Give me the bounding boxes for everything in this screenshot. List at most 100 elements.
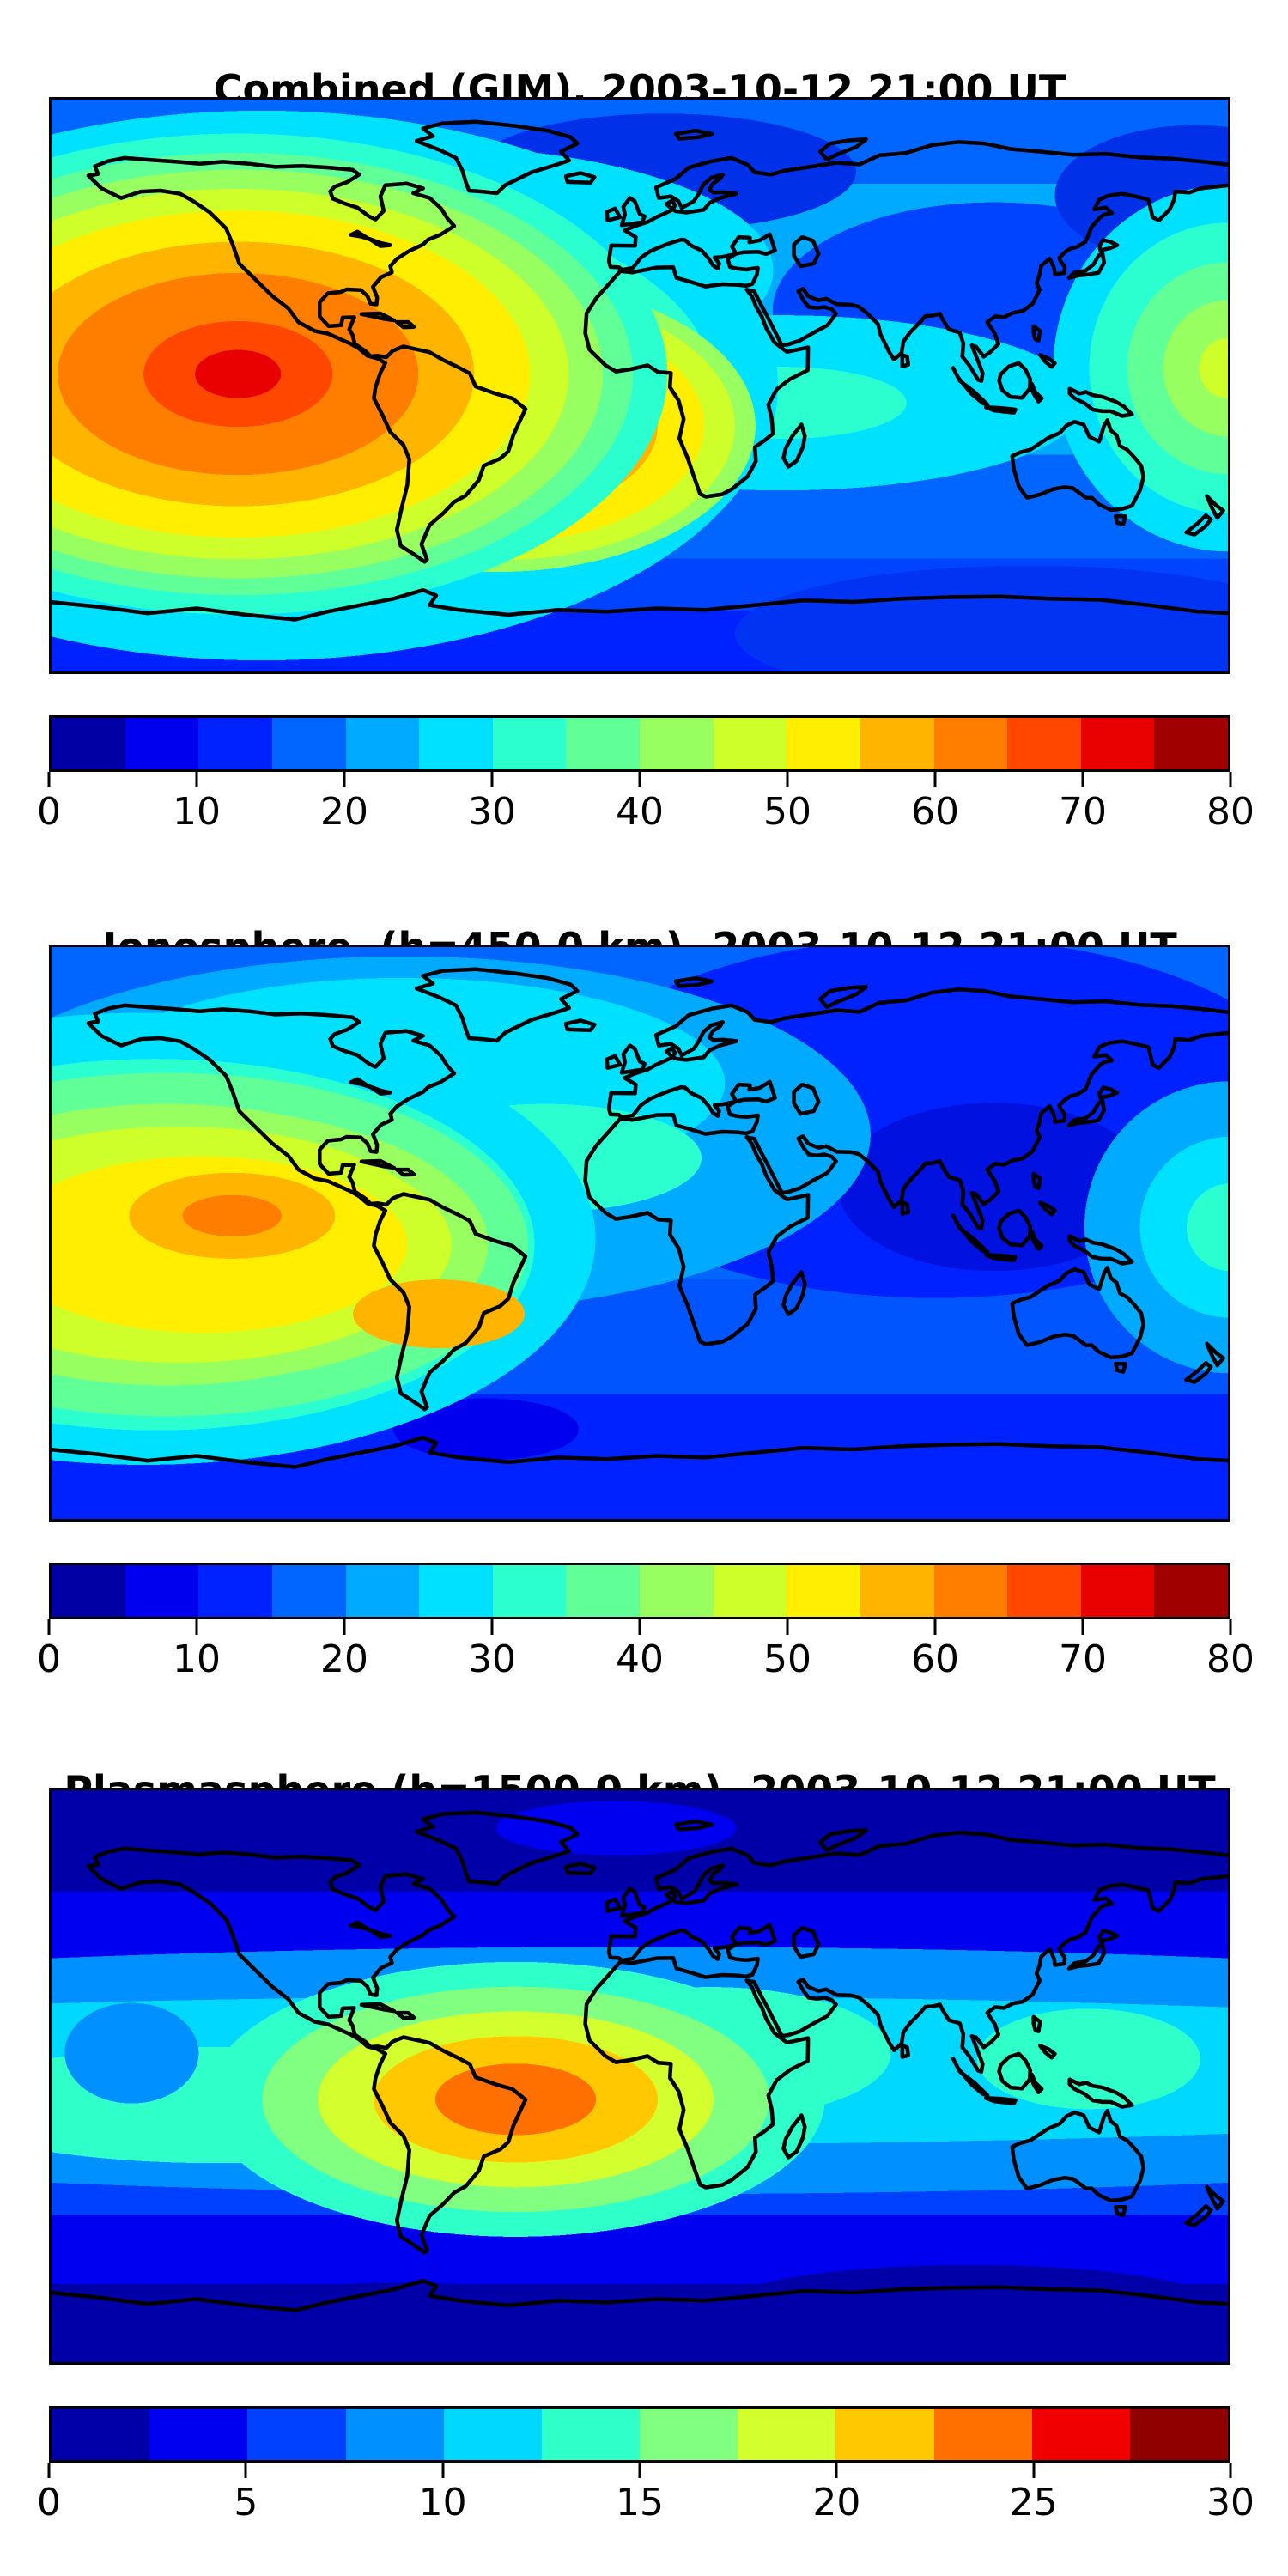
coastline-path bbox=[359, 311, 397, 323]
colorbar-segment bbox=[1154, 1565, 1228, 1617]
colorbar-segment bbox=[1080, 718, 1155, 769]
colorbar-tick-mark bbox=[933, 1619, 937, 1635]
coastline-path bbox=[983, 1253, 1018, 1262]
coastline-path bbox=[1066, 1941, 1107, 1971]
colorbar-tick-label: 0 bbox=[37, 1637, 61, 1681]
map-plasmasphere bbox=[49, 1788, 1230, 2365]
coastline-path bbox=[1031, 324, 1042, 343]
coastline-path bbox=[583, 1831, 1228, 2190]
colorbar-tick-label: 10 bbox=[173, 1637, 221, 1681]
colorbar-tick-mark bbox=[786, 1619, 789, 1635]
colorbar-tick-mark bbox=[638, 1619, 641, 1635]
coastline-path bbox=[563, 1018, 597, 1032]
colorbar-tick-mark bbox=[195, 772, 198, 787]
coastline-path bbox=[1205, 494, 1225, 520]
colorbar-segment bbox=[419, 1565, 493, 1617]
colorbar-tick-mark bbox=[244, 2463, 247, 2478]
colorbar-segment bbox=[713, 1565, 787, 1617]
coastline-path bbox=[1184, 2203, 1213, 2227]
colorbar-tick-label: 80 bbox=[1206, 790, 1255, 834]
colorbar-segment bbox=[247, 2409, 346, 2460]
colorbar-tick-mark bbox=[490, 772, 494, 787]
colorbar-tick-label: 20 bbox=[812, 2481, 861, 2524]
colorbar-tick-mark bbox=[47, 1619, 51, 1635]
coastline-path bbox=[1067, 386, 1134, 418]
coastline-path bbox=[817, 137, 868, 162]
colorbar-tick-label: 30 bbox=[1206, 2481, 1255, 2524]
colorbar-tick-label: 15 bbox=[616, 2481, 664, 2524]
coastline-path bbox=[414, 119, 580, 196]
colorbar-tick-mark bbox=[47, 772, 51, 787]
colorbar-tick-mark bbox=[638, 2463, 641, 2478]
colorbar-segment bbox=[198, 1565, 272, 1617]
coastline-path bbox=[1066, 1098, 1107, 1127]
coastline-path bbox=[414, 967, 580, 1043]
panel-ionosphere: Ionosphere (h=450.0 km), 2003-10-12 21:0… bbox=[0, 848, 1288, 1693]
coastline-path bbox=[983, 2096, 1018, 2105]
coastline-path bbox=[86, 1003, 528, 1412]
colorbar-tick-mark bbox=[47, 2463, 51, 2478]
coastline-path bbox=[1205, 1341, 1225, 1368]
colorbar-tick-mark bbox=[343, 772, 346, 787]
colorbar-segment bbox=[1031, 2409, 1130, 2460]
coastline-path bbox=[900, 353, 910, 368]
coastline-path bbox=[951, 1213, 990, 1255]
colorbar-segment bbox=[52, 718, 125, 769]
coastline-path bbox=[1113, 514, 1127, 526]
coastline-path bbox=[1010, 1266, 1145, 1360]
coastline-path bbox=[394, 1167, 416, 1177]
coastline-path bbox=[997, 361, 1033, 400]
colorbar-tick-mark bbox=[638, 772, 641, 787]
colorbar-segment bbox=[345, 1565, 420, 1617]
coastline-path bbox=[1028, 1229, 1044, 1251]
colorbar-tick-mark bbox=[1229, 772, 1232, 787]
coastline-path bbox=[781, 2113, 807, 2160]
colorbar-segment bbox=[345, 2409, 444, 2460]
coastline-path bbox=[792, 1925, 821, 1959]
coastline-path bbox=[792, 234, 821, 269]
colorbar-tick-mark bbox=[1229, 2463, 1232, 2478]
colorbar-combined bbox=[49, 715, 1230, 772]
colorbar-segment bbox=[492, 718, 567, 769]
coastline-path bbox=[605, 1897, 623, 1913]
coastline-path bbox=[1067, 1234, 1134, 1266]
colorbar-tick-mark bbox=[1081, 772, 1084, 787]
coastline-path bbox=[563, 1862, 597, 1875]
panel-combined-gim: Combined (GIM), 2003-10-12 21:00 UT 0 10 2… bbox=[0, 0, 1288, 846]
colorbar-tick-label: 40 bbox=[616, 790, 664, 834]
colorbar-segment bbox=[443, 2409, 542, 2460]
colorbar-segment bbox=[52, 1565, 125, 1617]
colorbar-segment bbox=[860, 1565, 934, 1617]
colorbar-segment bbox=[787, 1565, 860, 1617]
coastline-path bbox=[1028, 381, 1044, 404]
colorbar-plasmasphere bbox=[49, 2406, 1230, 2463]
colorbar-tick-mark bbox=[835, 2463, 838, 2478]
coastline-path bbox=[1184, 1360, 1213, 1384]
coastline-path bbox=[1038, 353, 1057, 369]
coastline-path bbox=[781, 422, 807, 469]
coastline-path bbox=[1038, 2044, 1057, 2060]
colorbar-tick-label: 10 bbox=[173, 790, 221, 834]
coastline-path bbox=[673, 128, 714, 141]
map-ionosphere bbox=[49, 945, 1230, 1522]
colorbar-ticks-ionosphere: 0 10 20 30 40 50 60 70 80 bbox=[37, 1619, 1255, 1693]
colorbar-segment bbox=[835, 2409, 934, 2460]
colorbar-segment bbox=[933, 718, 1008, 769]
coastline-path bbox=[1113, 2205, 1127, 2217]
colorbar-segment bbox=[125, 1565, 199, 1617]
colorbar-segment bbox=[149, 2409, 248, 2460]
colorbar-segment bbox=[933, 2409, 1032, 2460]
colorbar-tick-label: 80 bbox=[1206, 1637, 1255, 1681]
coastline-path bbox=[1066, 251, 1107, 280]
colorbar-tick-mark bbox=[1229, 1619, 1232, 1635]
colorbar-tick-label: 40 bbox=[616, 1637, 664, 1681]
colorbar-tick-label: 20 bbox=[320, 1637, 368, 1681]
coastline-path bbox=[349, 1920, 392, 1939]
colorbar-tick-label: 30 bbox=[468, 1637, 516, 1681]
colorbar-tick-label: 0 bbox=[37, 790, 61, 834]
colorbar-tick-label: 0 bbox=[37, 2481, 61, 2524]
colorbar-tick-label: 50 bbox=[763, 790, 811, 834]
colorbar-tick-mark bbox=[490, 1619, 494, 1635]
coastline-path bbox=[86, 1846, 528, 2255]
colorbar-segment bbox=[713, 718, 787, 769]
